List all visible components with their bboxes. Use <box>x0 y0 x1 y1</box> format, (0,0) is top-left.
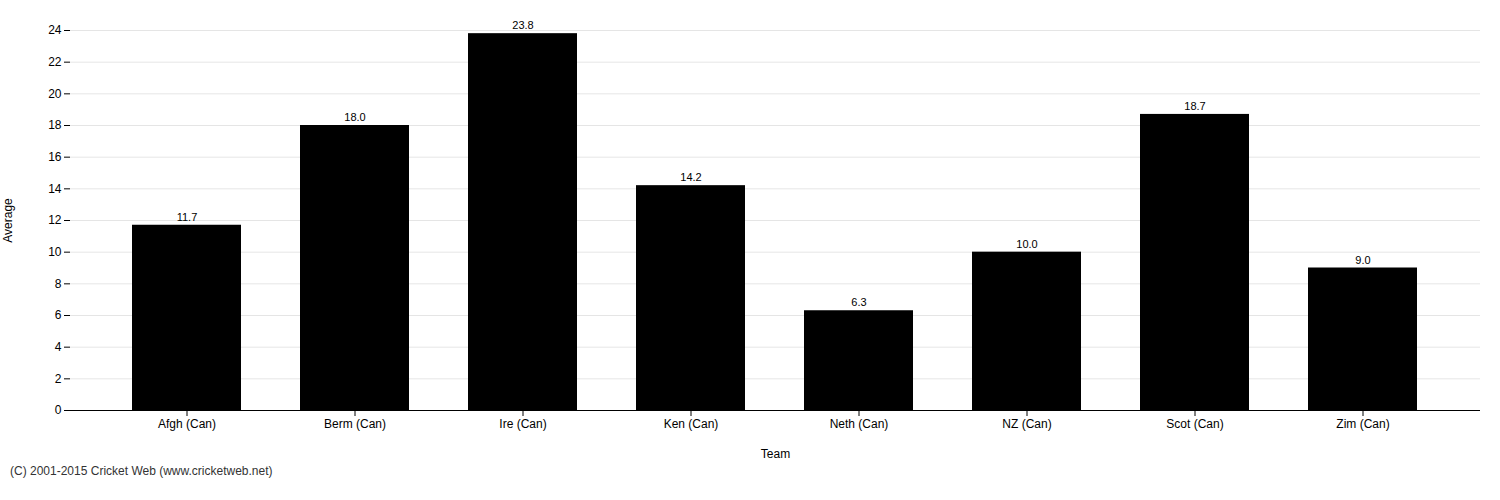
svg-text:18.0: 18.0 <box>344 111 365 123</box>
svg-text:18: 18 <box>48 118 62 132</box>
svg-text:2: 2 <box>55 372 62 386</box>
svg-text:16: 16 <box>48 150 62 164</box>
svg-text:Afgh (Can): Afgh (Can) <box>158 417 216 431</box>
svg-text:6.3: 6.3 <box>851 296 866 308</box>
svg-text:11.7: 11.7 <box>177 211 198 223</box>
svg-text:10: 10 <box>48 245 62 259</box>
svg-text:14.2: 14.2 <box>680 171 701 183</box>
svg-text:Average: Average <box>1 198 15 243</box>
svg-text:18.7: 18.7 <box>1184 100 1205 112</box>
svg-text:10.0: 10.0 <box>1016 238 1037 250</box>
svg-text:4: 4 <box>55 340 62 354</box>
svg-text:Team: Team <box>761 447 790 461</box>
svg-text:6: 6 <box>55 308 62 322</box>
svg-text:20: 20 <box>48 87 62 101</box>
svg-text:9.0: 9.0 <box>1355 254 1370 266</box>
svg-text:24: 24 <box>48 23 62 37</box>
html-text:(C) 2001-2015 Cricket Web (www: (C) 2001-2015 Cricket Web (www.cricketwe… <box>10 464 273 478</box>
svg-text:14: 14 <box>48 182 62 196</box>
svg-text:12: 12 <box>48 213 62 227</box>
svg-text:Neth (Can): Neth (Can) <box>830 417 889 431</box>
svg-text:Berm (Can): Berm (Can) <box>324 417 386 431</box>
svg-text:0: 0 <box>55 403 62 417</box>
svg-text:NZ (Can): NZ (Can) <box>1002 417 1051 431</box>
svg-text:Zim (Can): Zim (Can) <box>1336 417 1389 431</box>
svg-text:23.8: 23.8 <box>512 19 533 31</box>
svg-text:Ken (Can): Ken (Can) <box>664 417 719 431</box>
svg-text:Scot (Can): Scot (Can) <box>1166 417 1223 431</box>
svg-text:8: 8 <box>55 277 62 291</box>
svg-text:Ire (Can): Ire (Can) <box>499 417 546 431</box>
svg-text:22: 22 <box>48 55 62 69</box>
